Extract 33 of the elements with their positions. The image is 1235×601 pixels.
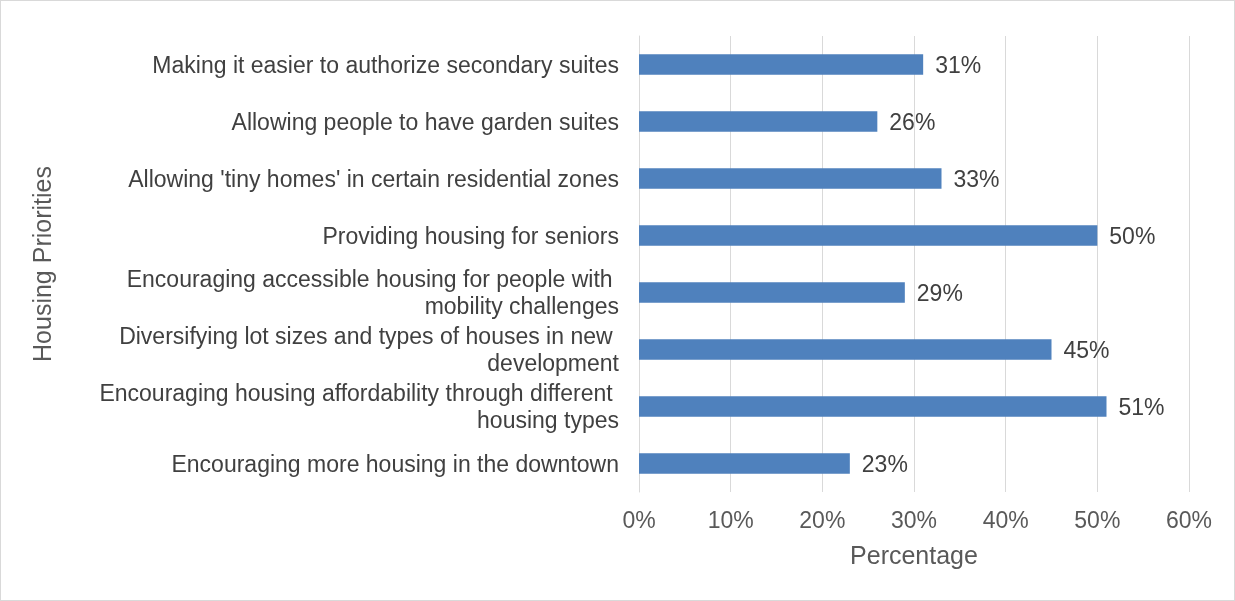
bar [639,282,905,303]
x-tick-label: 40% [982,506,1029,533]
x-tick-label: 10% [707,506,754,533]
bar [639,111,878,132]
data-label: 33% [953,165,1000,192]
bar [639,54,924,75]
y-tick-label: Making it easier to authorize secondary suites [152,51,619,78]
x-axis-title: Percentage [850,540,978,569]
y-axis-title: Housing Priorities [27,166,56,362]
x-tick-label: 20% [799,506,846,533]
y-tick-label: Allowing people to have garden suites [231,108,619,135]
data-label: 31% [935,51,982,78]
y-tick-label: Encouraging accessible housing for people with mobility challenges [126,266,619,319]
x-tick-label: 30% [890,506,938,533]
bar [639,453,850,474]
y-tick-label: Encouraging more housing in the downtown [171,450,619,477]
bar [639,396,1107,417]
y-tick-label: Providing housing for seniors [322,222,619,249]
bar [639,339,1052,360]
x-tick-label: 60% [1165,506,1213,533]
data-label: 50% [1109,222,1156,249]
data-label: 45% [1063,336,1110,363]
data-label: 51% [1118,393,1165,420]
data-label: 29% [916,279,963,306]
x-tick-label: 0% [622,506,656,533]
y-tick-label: Encouraging housing affordability through different housing types [99,380,619,433]
bar [639,168,942,189]
data-label: 26% [889,108,936,135]
x-tick-label: 50% [1074,506,1121,533]
data-label: 23% [861,450,908,477]
y-tick-label: Allowing 'tiny homes' in certain residential zones [128,165,619,192]
y-tick-label: Diversifying lot sizes and types of houses in new development [119,323,620,376]
bar [639,225,1098,246]
